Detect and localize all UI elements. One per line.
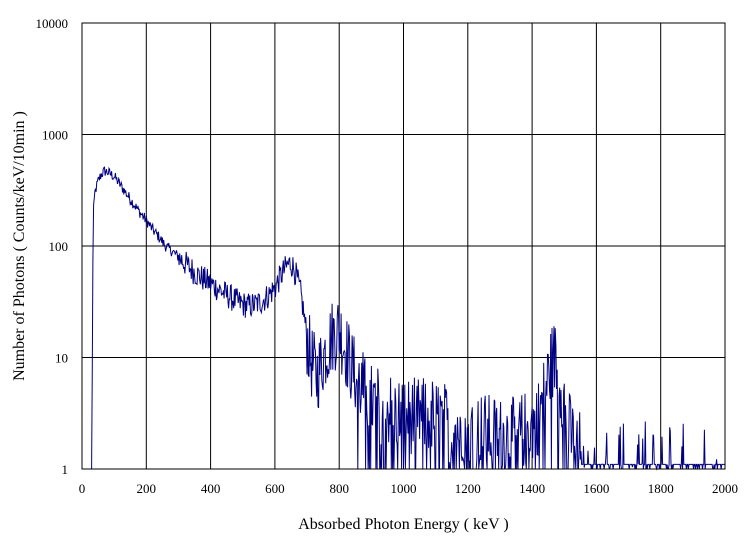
y-tick-label: 100 <box>49 239 69 254</box>
plot-frame <box>81 22 726 470</box>
x-tick-label: 2000 <box>712 481 738 496</box>
x-axis-title: Absorbed Photon Energy ( keV ) <box>298 516 509 533</box>
x-tick-label: 0 <box>79 481 86 496</box>
x-tick-label: 200 <box>137 481 157 496</box>
x-tick-label: 1800 <box>648 481 674 496</box>
y-tick-label: 1 <box>62 462 69 477</box>
x-axis-ticks: 0 200 400 600 800 1000 1200 1400 1600 1800 2000 <box>79 481 738 496</box>
x-tick-label: 1600 <box>583 481 609 496</box>
x-tick-label: 600 <box>265 481 285 496</box>
x-tick-label: 1000 <box>391 481 417 496</box>
y-axis-title: Number of Photons ( Counts/keV/10min ) <box>11 111 28 381</box>
x-tick-label: 400 <box>201 481 221 496</box>
y-tick-label: 10000 <box>36 16 69 31</box>
y-tick-label: 10 <box>55 351 68 366</box>
y-axis-ticks: 1 10 100 1000 10000 <box>36 16 69 477</box>
y-tick-label: 1000 <box>42 128 68 143</box>
x-tick-label: 800 <box>329 481 349 496</box>
series-line-spectrum <box>91 166 725 471</box>
x-tick-label: 1200 <box>455 481 481 496</box>
x-tick-label: 1400 <box>519 481 545 496</box>
